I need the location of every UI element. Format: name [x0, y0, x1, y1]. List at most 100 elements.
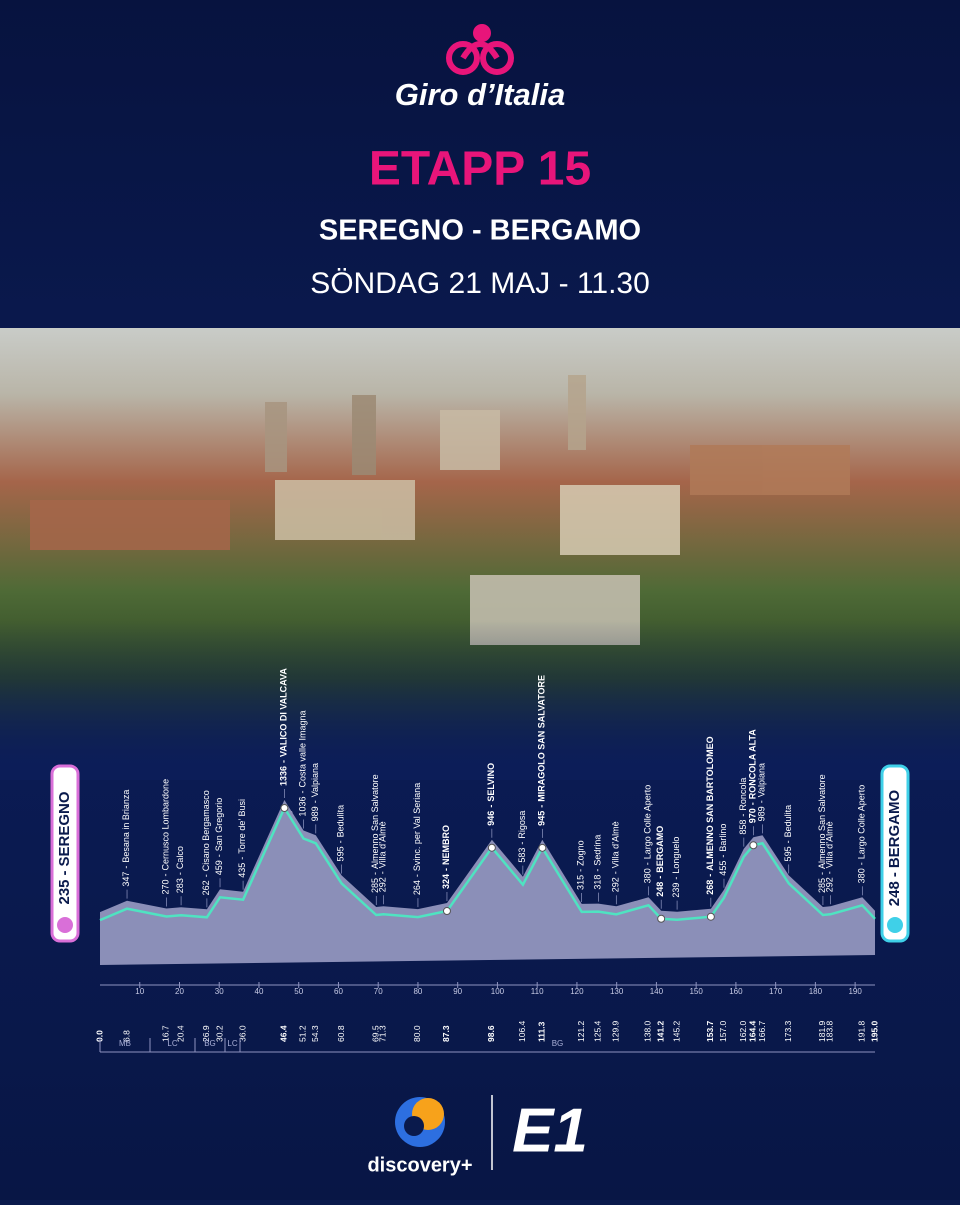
waypoint-name: Almenno San Salvatore: [371, 774, 381, 869]
km-label: 125.4: [593, 1020, 603, 1042]
waypoint-name: Cisano Bergamasco: [201, 790, 211, 871]
x-tick-label: 130: [610, 987, 624, 996]
km-label: 157.0: [718, 1020, 728, 1042]
waypoint-name: Costa valle Imagna: [298, 710, 308, 787]
waypoint-label: 380 - Largo Colle Aperto: [643, 785, 653, 884]
waypoint-label: 1036 - Costa valle Imagna: [298, 710, 308, 816]
waypoint-altitude: 455: [718, 861, 728, 876]
separator: -: [643, 862, 653, 865]
waypoint-label: 380 - Largo Colle Aperto: [857, 785, 867, 884]
separator: -: [378, 871, 388, 874]
waypoint-name: Calco: [175, 846, 185, 869]
separator: -: [857, 862, 867, 865]
waypoint-label: 270 - Cernusco Lombardone: [161, 779, 171, 895]
waypoint-name: Bedulita: [783, 805, 793, 838]
km-label: 46.4: [279, 1025, 289, 1042]
waypoint-name: VALICO DI VALCAVA: [279, 668, 289, 757]
x-tick-label: 140: [650, 987, 664, 996]
waypoint-name: Rigosa: [517, 811, 527, 839]
waypoint-name: Torre de’ Busi: [237, 799, 247, 854]
waypoint-altitude: 435: [237, 863, 247, 878]
waypoint-altitude: 595: [783, 846, 793, 861]
date: SÖNDAG 21 MAJ - 11.30: [310, 267, 650, 300]
separator: -: [886, 872, 903, 877]
waypoint-name: Roncola: [738, 778, 748, 811]
separator: -: [486, 805, 496, 808]
endpoint-box: [50, 764, 80, 943]
x-tick-label: 180: [809, 987, 823, 996]
km-label: 98.6: [486, 1025, 496, 1042]
waypoint-altitude: 292: [611, 877, 621, 892]
separator: -: [537, 805, 547, 808]
waypoint-altitude: 380: [857, 868, 867, 883]
endpoint-altitude: 235: [56, 879, 73, 904]
km-label: 106.4: [517, 1020, 527, 1042]
waypoint-label: 989 - Valpiana: [757, 763, 767, 821]
waypoint-name: Barlino: [718, 824, 728, 852]
waypoint-label: 285 - Almenno San Salvatore: [371, 774, 381, 893]
endpoint-icon: [57, 917, 73, 933]
endpoint-name: SEREGNO: [56, 791, 73, 866]
waypoint-dot: [657, 914, 666, 923]
waypoint-label: 455 - Barlino: [718, 824, 728, 876]
waypoint-dot: [749, 841, 758, 850]
x-tick-label: 90: [453, 987, 462, 996]
separator: -: [817, 872, 827, 875]
waypoint-altitude: 262: [201, 880, 211, 895]
waypoint-name: Sedrina: [593, 835, 603, 866]
separator: -: [611, 871, 621, 874]
waypoint-altitude: 285: [371, 878, 381, 893]
waypoint-name: Valpiana: [310, 763, 320, 797]
endpoint-icon: [887, 917, 903, 933]
waypoint-name: Longuelo: [671, 837, 681, 874]
km-label: 0.0: [94, 1030, 104, 1042]
waypoint-label: 946 - SELVINO: [486, 763, 496, 826]
separator: -: [121, 866, 131, 869]
separator: -: [441, 868, 451, 871]
separator: -: [175, 872, 185, 875]
waypoint-altitude: 324: [441, 874, 451, 889]
separator: -: [336, 840, 346, 843]
stage-title: ETAPP 15: [369, 143, 591, 196]
waypoint-altitude: 989: [757, 806, 767, 821]
separator: -: [298, 791, 308, 794]
sector-label: LC: [167, 1039, 177, 1048]
endpoint-label: 235 - SEREGNO: [56, 791, 73, 904]
waypoint-name: Besana in Brianza: [121, 790, 131, 863]
separator: -: [748, 802, 758, 805]
km-label: 173.3: [783, 1020, 793, 1042]
waypoint-name: Villa d’Almè: [825, 821, 835, 868]
separator: -: [517, 842, 527, 845]
waypoint-name: Cernusco Lombardone: [161, 779, 171, 871]
waypoint-label: 583 - Rigosa: [517, 811, 527, 863]
km-label: 164.4: [748, 1020, 758, 1042]
sector-label: LC: [227, 1039, 237, 1048]
waypoint-label: 239 - Longuelo: [671, 837, 681, 898]
waypoint-altitude: 595: [336, 846, 346, 861]
km-label: 141.2: [655, 1020, 665, 1042]
waypoint-name: Almenno San Salvatore: [817, 774, 827, 869]
separator: -: [161, 873, 171, 876]
km-label: 162.0: [738, 1020, 748, 1042]
separator: -: [705, 874, 715, 877]
logo-text: Giro d’Italia: [395, 77, 566, 112]
photo-fade: [0, 620, 960, 780]
km-label: 30.2: [214, 1025, 224, 1042]
waypoint-altitude: 283: [175, 878, 185, 893]
x-tick-label: 20: [175, 987, 184, 996]
km-label: 195.0: [869, 1020, 879, 1042]
x-tick-label: 30: [215, 987, 224, 996]
waypoint-label: 283 - Calco: [175, 846, 185, 893]
separator: -: [201, 874, 211, 877]
separator: -: [718, 855, 728, 858]
giro-logo: [446, 24, 514, 75]
endpoint-altitude: 248: [886, 881, 903, 906]
x-tick-label: 190: [848, 987, 862, 996]
km-label: 36.0: [237, 1025, 247, 1042]
waypoint-name: Villa d’Almè: [611, 821, 621, 868]
waypoint-name: RONCOLA ALTA: [748, 729, 758, 799]
waypoint-altitude: 318: [593, 875, 603, 890]
waypoint-name: Largo Colle Aperto: [857, 785, 867, 860]
waypoint-altitude: 1336: [279, 766, 289, 786]
waypoint-label: 595 - Bedulita: [336, 805, 346, 862]
